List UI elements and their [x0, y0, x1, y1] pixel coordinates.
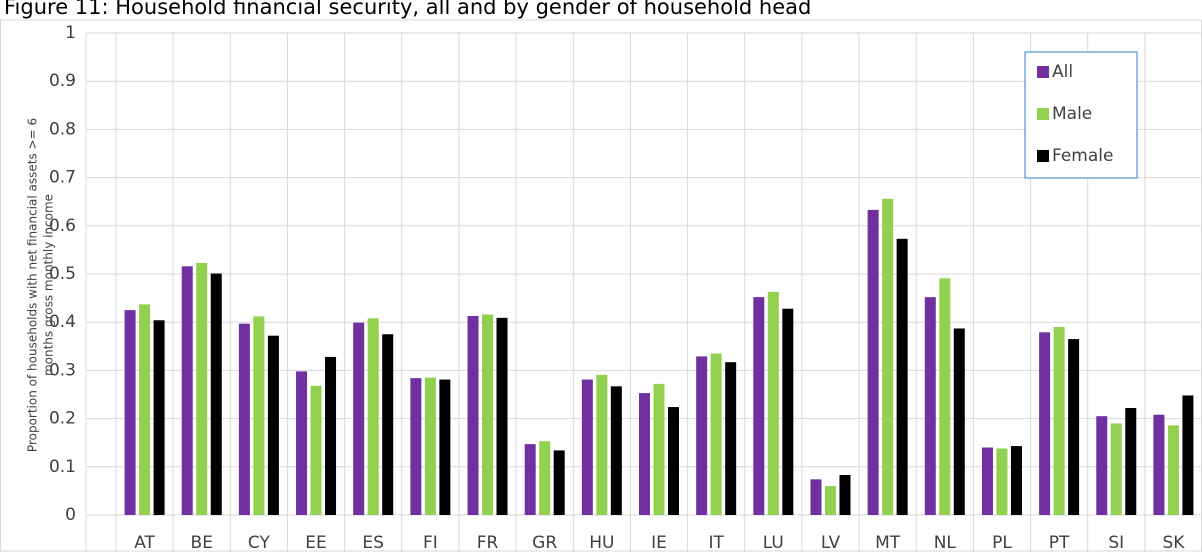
bar	[367, 318, 379, 515]
bar	[696, 356, 708, 515]
y-tick-label: 0.9	[49, 71, 76, 91]
bar	[267, 335, 279, 515]
legend-label: Female	[1052, 146, 1113, 166]
x-tick-label: MT	[875, 533, 901, 552]
bar	[1053, 327, 1065, 515]
bar	[439, 379, 451, 515]
bar	[539, 441, 551, 515]
x-tick-label: GR	[532, 533, 557, 552]
x-tick-label: NL	[934, 533, 957, 552]
x-tick-label: LV	[821, 533, 841, 552]
x-tick-label: IT	[708, 533, 724, 552]
y-tick-label: 0.3	[49, 360, 76, 380]
y-tick-label: 0.4	[49, 312, 76, 332]
bar	[1167, 425, 1179, 515]
bar	[124, 310, 136, 515]
bar	[668, 407, 679, 515]
legend: All Male Female	[1024, 51, 1138, 179]
bar	[725, 362, 737, 515]
bar	[467, 315, 479, 515]
legend-swatch	[1037, 66, 1049, 78]
bar	[1010, 446, 1022, 515]
bar	[153, 320, 165, 515]
bar	[253, 316, 265, 515]
bar	[810, 479, 822, 515]
y-tick-label: 0.7	[49, 168, 76, 188]
y-tick-label: 0.6	[49, 216, 76, 236]
bar	[1125, 407, 1137, 515]
bar	[939, 278, 951, 515]
x-tick-label: AT	[134, 533, 155, 552]
bar	[353, 322, 365, 515]
bar	[639, 393, 650, 515]
bar	[782, 308, 794, 515]
bar	[410, 378, 422, 515]
bar	[839, 474, 851, 515]
x-tick-label: PT	[1049, 533, 1070, 552]
bar	[1039, 332, 1051, 515]
bar	[710, 353, 722, 515]
bar	[882, 198, 894, 516]
bar	[924, 297, 936, 515]
x-tick-label: ES	[362, 533, 384, 552]
bar	[824, 486, 836, 515]
bar	[610, 386, 622, 515]
y-tick-label: 0.1	[49, 457, 76, 477]
x-tick-label: CY	[248, 533, 271, 552]
y-axis-title: Proportion of households with net financ…	[26, 118, 56, 452]
y-axis-title-line: months gross monthly income	[42, 194, 56, 376]
bar	[1068, 339, 1080, 515]
bar	[310, 385, 322, 515]
bar	[524, 444, 536, 515]
bar	[553, 450, 565, 515]
x-tick-label: EE	[305, 533, 326, 552]
y-tick-label: 0	[65, 505, 76, 525]
bar	[767, 291, 779, 515]
x-tick-label: IE	[651, 533, 667, 552]
x-tick-label: FI	[423, 533, 438, 552]
bar	[1110, 423, 1122, 515]
legend-label: Male	[1052, 104, 1092, 124]
y-axis-title-line: Proportion of households with net financ…	[26, 118, 40, 452]
x-tick-label: HU	[589, 533, 614, 552]
y-tick-label: 1	[65, 23, 76, 43]
bar	[196, 262, 208, 515]
x-tick-label: SI	[1108, 533, 1124, 552]
x-tick-label: SK	[1162, 533, 1185, 552]
bar	[181, 266, 193, 515]
bar	[581, 379, 593, 515]
bar	[210, 273, 222, 515]
bar	[996, 448, 1008, 515]
legend-label: All	[1052, 62, 1073, 82]
bar	[653, 383, 665, 515]
bar	[1153, 414, 1165, 515]
x-tick-label: PL	[992, 533, 1012, 552]
bar	[981, 447, 993, 515]
bar	[296, 371, 308, 515]
bar	[867, 209, 879, 516]
bar	[424, 377, 436, 515]
chart-title: Figure 11: Household financial security,…	[4, 0, 811, 19]
bar	[482, 314, 494, 515]
x-tick-label: BE	[191, 533, 213, 552]
bar	[496, 317, 508, 515]
y-tick-label: 0.5	[49, 264, 76, 284]
bar	[953, 328, 965, 515]
bar	[896, 238, 908, 515]
x-tick-label: LU	[763, 533, 784, 552]
bar	[238, 323, 250, 515]
bar	[1182, 395, 1194, 515]
bar	[1096, 416, 1108, 515]
legend-swatch	[1037, 108, 1049, 120]
legend-swatch	[1037, 150, 1049, 162]
bar	[382, 334, 394, 515]
bar	[753, 297, 765, 515]
bar	[325, 356, 337, 515]
y-tick-label: 0.8	[49, 119, 76, 139]
bar	[596, 374, 608, 515]
y-tick-label: 0.2	[49, 409, 76, 429]
x-tick-label: FR	[477, 533, 499, 552]
bar	[139, 304, 151, 515]
